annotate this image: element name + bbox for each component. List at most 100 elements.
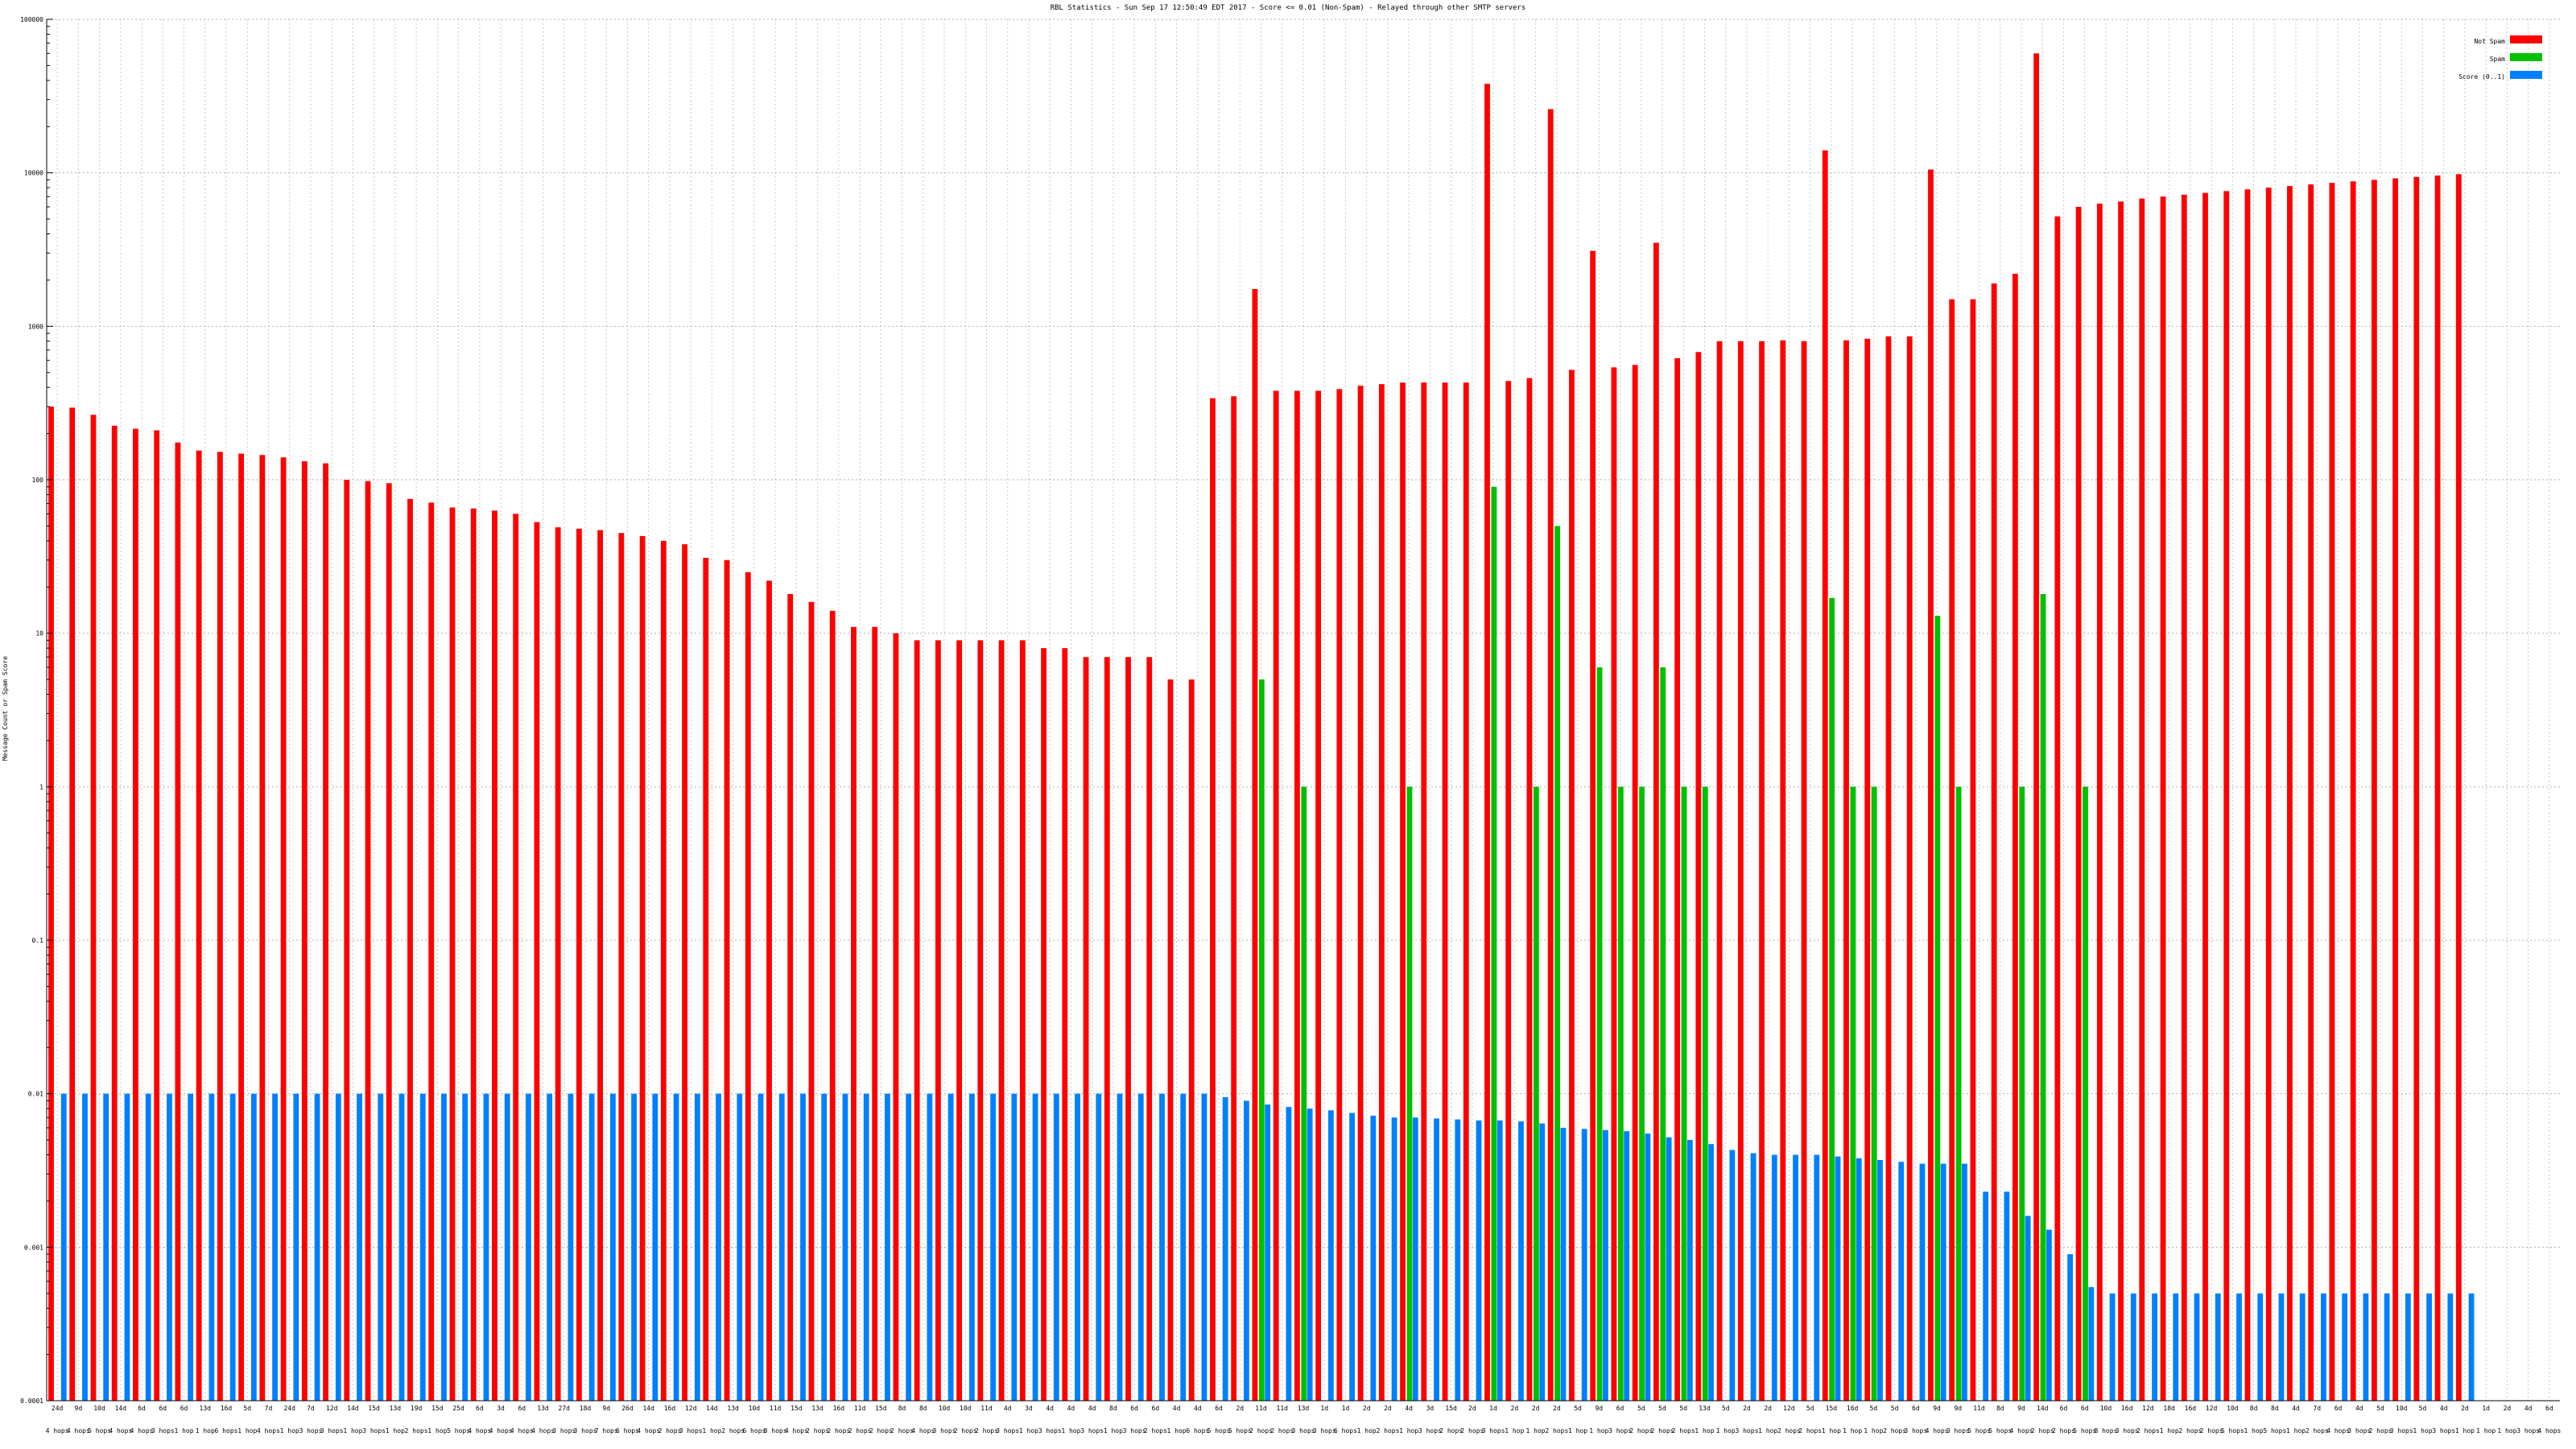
bar-score-0-1- [167,1093,172,1401]
y-tick-label: 1 [39,783,43,791]
legend-label: Spam [2490,56,2505,63]
x-category-label: 8d [898,1405,906,1412]
bar-score-0-1- [2215,1293,2221,1401]
bar-not-spam [1378,384,1385,1402]
bar-score-0-1- [2426,1293,2433,1401]
bar-not-spam [682,544,687,1401]
x-category-label: 15d [368,1405,380,1412]
y-tick-label: 0.1 [32,937,44,944]
x-category-label: 19d [411,1405,423,1412]
x-category-sublabel: 1 hop [1716,1427,1736,1435]
x-category-label: 2d [1743,1405,1751,1412]
bar-score-0-1- [1476,1120,1482,1401]
x-category-label: 13d [811,1405,824,1412]
x-category-sublabel: 4 hops [531,1427,555,1435]
bar-not-spam [1716,341,1723,1402]
x-category-sublabel: 2 hops [975,1427,998,1435]
x-category-label: 13d [200,1405,212,1412]
x-category-sublabel: 1 hop [280,1427,299,1435]
bar-score-0-1- [462,1093,469,1401]
bar-score-0-1- [2384,1293,2390,1401]
x-category-label: 11d [1973,1405,1985,1412]
bar-score-0-1- [2363,1293,2369,1401]
bar-not-spam [1400,382,1406,1401]
x-category-sublabel: 1 hop [343,1427,362,1435]
x-category-sublabel: 2 hops [1270,1427,1294,1435]
bar-score-0-1- [188,1093,194,1401]
bar-not-spam [470,508,477,1402]
x-category-sublabel: 3 hops [2116,1427,2139,1435]
bar-score-0-1- [1835,1156,1841,1401]
bar-score-0-1- [1666,1137,1672,1401]
x-category-label: 9d [1933,1405,1941,1412]
x-category-sublabel: 3 hops [1608,1427,1632,1435]
bar-not-spam [111,425,118,1401]
x-category-label: 15d [431,1405,444,1412]
bar-not-spam [217,452,223,1401]
x-category-label: 4d [1173,1405,1181,1412]
x-category-label: 24d [283,1405,295,1412]
x-category-sublabel: 1 hop [1843,1427,1862,1435]
bar-score-0-1- [1518,1121,1524,1401]
bar-spam [1617,786,1624,1401]
x-category-label: 2d [1468,1405,1476,1412]
x-category-label: 16d [1847,1405,1859,1412]
x-category-sublabel: 4 hops [911,1427,935,1435]
bar-not-spam [1569,369,1575,1401]
x-category-label: 5d [1722,1405,1730,1412]
bar-score-0-1- [694,1093,700,1401]
x-category-sublabel: 4 hops [510,1427,534,1435]
x-category-label: 6d [476,1405,484,1412]
x-category-label: 10d [93,1405,105,1412]
x-category-sublabel: 5 hops [2221,1427,2244,1435]
bar-not-spam [1210,398,1216,1401]
bar-score-0-1- [609,1093,616,1401]
bar-score-0-1- [2236,1293,2242,1401]
x-category-sublabel: 3 hops [552,1427,576,1435]
bar-not-spam [1041,648,1046,1401]
bar-score-0-1- [1983,1191,1989,1401]
bar-score-0-1- [2194,1293,2200,1401]
x-category-label: 13d [390,1405,402,1412]
x-category-label: 5d [243,1405,251,1412]
bar-not-spam [1611,367,1617,1401]
bar-score-0-1- [1624,1131,1630,1401]
bar-not-spam [1273,390,1279,1401]
bar-not-spam [977,640,984,1401]
x-category-label: 4d [1405,1405,1413,1412]
x-category-sublabel: 2 hops [1439,1427,1463,1435]
x-category-sublabel: 1 hop [1822,1427,1841,1435]
bar-spam [1829,597,1835,1401]
bar-score-0-1- [250,1093,257,1401]
bar-score-0-1- [1201,1093,1208,1401]
x-category-label: 12d [2142,1405,2154,1412]
x-category-sublabel: 1 hop [427,1427,447,1435]
bar-score-0-1- [419,1093,426,1401]
bar-score-0-1- [2109,1293,2116,1401]
x-category-sublabel: 1 hop [1061,1427,1080,1435]
x-category-label: 2d [2504,1405,2512,1412]
bar-score-0-1- [990,1093,997,1401]
x-category-sublabel: 2 hops [721,1427,745,1435]
bar-not-spam [280,457,287,1402]
bar-spam [2019,786,2025,1401]
bar-score-0-1- [1286,1107,1292,1401]
x-category-label: 12d [685,1405,697,1412]
bar-not-spam [48,407,54,1402]
bar-score-0-1- [526,1093,531,1401]
bar-spam [1955,786,1962,1401]
x-category-label: 4d [2292,1405,2300,1412]
bar-score-0-1- [1053,1093,1059,1401]
x-category-sublabel: 5 hops [1228,1427,1252,1435]
bar-not-spam [851,626,857,1401]
bar-not-spam [2371,180,2377,1401]
x-category-sublabel: 1 hop [1758,1427,1777,1435]
x-category-label: 14d [642,1405,654,1412]
bar-not-spam [2075,206,2082,1401]
x-category-sublabel: 5 hops [2073,1427,2096,1435]
x-category-label: 12d [1783,1405,1795,1412]
x-category-label: 5d [1574,1405,1582,1412]
x-category-label: 24d [52,1405,64,1412]
bar-spam [1301,786,1307,1401]
x-category-label: 6d [1912,1405,1920,1412]
